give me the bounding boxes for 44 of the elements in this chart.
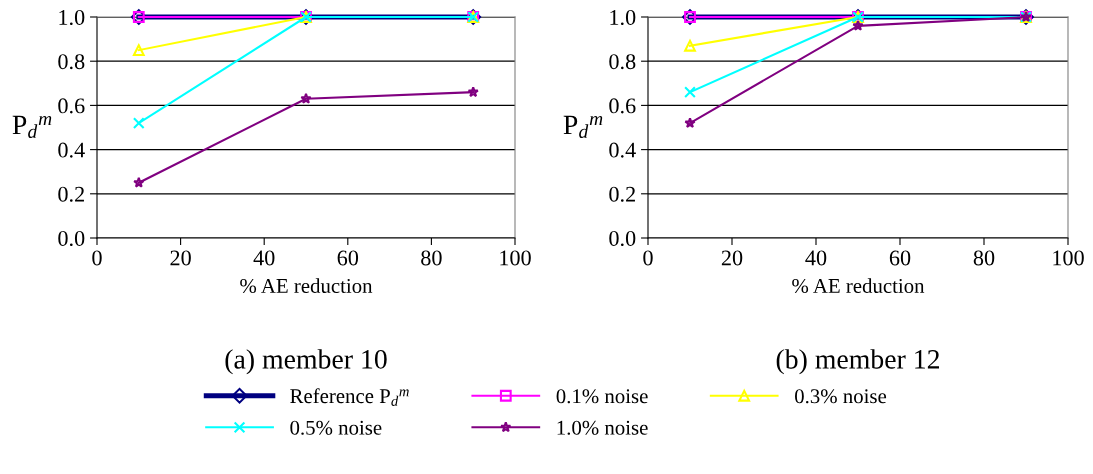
text: (b) member 12 <box>776 349 939 375</box>
x-tick-label: 0 <box>92 250 102 266</box>
point <box>133 176 145 188</box>
x-tick-label: 60 <box>337 250 359 266</box>
x-tick-label: 20 <box>721 250 743 266</box>
legend-label: 0.5% noise <box>290 420 382 435</box>
y-tick-label: 0.8 <box>58 54 85 70</box>
point <box>684 39 696 52</box>
y-tick-label: 0.0 <box>609 230 636 247</box>
y-axis-title: P$_{d}$$^{m}$ <box>563 115 603 139</box>
point <box>300 92 312 104</box>
y-tick-label: 0.2 <box>58 186 84 202</box>
y-tick-label: 0.4 <box>58 142 85 158</box>
point <box>132 117 145 129</box>
y-tick-label: 1.0 <box>610 9 636 26</box>
x-tick-label: 80 <box>421 250 442 266</box>
point <box>684 86 696 99</box>
legend-label: 0.3% noise <box>795 389 887 404</box>
x-axis-title: % AE reduction <box>240 278 373 294</box>
y-tick-label: 0.4 <box>609 142 636 158</box>
x-tick-label: 80 <box>973 250 995 266</box>
x-axis-title: % AE reduction <box>792 278 925 294</box>
y-axis-title: P$_{d}$$^{m}$ <box>12 115 52 139</box>
legend-label: 0.1% noise <box>556 389 648 404</box>
point <box>467 86 479 98</box>
y-tick-label: 0.8 <box>609 54 636 70</box>
x-tick-label: 60 <box>889 250 911 266</box>
text: (a) member 10 <box>225 349 387 375</box>
point <box>684 117 696 129</box>
x-tick-label: 0 <box>643 250 653 266</box>
x-tick-label: 40 <box>253 250 275 266</box>
legend-label: Reference P$_{d}$$^{m}$ <box>290 388 409 406</box>
legend-label: 1.0% noise <box>557 420 648 435</box>
x-tick-label: 100 <box>1053 250 1084 266</box>
y-tick-label: 1.0 <box>59 9 85 26</box>
x-tick-label: 20 <box>170 250 191 266</box>
point <box>132 44 145 57</box>
y-tick-label: 0.0 <box>58 230 85 247</box>
x-tick-label: 100 <box>500 250 531 266</box>
y-tick-label: 0.2 <box>609 186 635 202</box>
point <box>852 19 864 31</box>
y-tick-label: 0.6 <box>609 98 636 114</box>
y-tick-label: 0.6 <box>58 98 85 114</box>
x-tick-label: 40 <box>805 250 827 266</box>
